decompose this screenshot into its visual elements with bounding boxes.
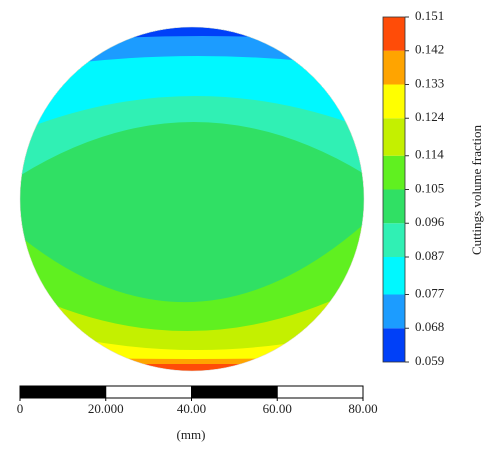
scale-tick-label: 0	[17, 401, 24, 416]
colorbar-tick-label: 0.105	[415, 180, 444, 195]
colorbar: 0.059 0.068 0.077 0.087 0.096 0.105 0.114 0.124…	[382, 8, 445, 368]
scale-segment	[19, 385, 107, 399]
colorbar-tick-label: 0.096	[415, 214, 445, 229]
scale-tick-label: 60.00	[263, 401, 292, 416]
scale-segment	[105, 385, 192, 399]
colorbar-tick-label: 0.124	[415, 109, 445, 124]
colorbar-tick-label: 0.077	[415, 285, 445, 300]
colorbar-band	[383, 328, 405, 362]
colorbar-tick-label: 0.068	[415, 319, 444, 334]
colorbar-tick-label: 0.151	[415, 8, 444, 23]
colorbar-band	[383, 84, 405, 119]
colorbar-band	[383, 294, 405, 329]
colorbar-band	[383, 17, 405, 51]
colorbar-band	[383, 189, 405, 224]
colorbar-band	[383, 118, 405, 156]
colorbar-tick-label: 0.059	[415, 353, 444, 368]
scale-unit: (mm)	[177, 427, 206, 442]
colorbar-label: Cuttings volume fraction	[469, 125, 484, 255]
contour-field	[20, 27, 364, 371]
colorbar-band	[383, 223, 405, 257]
colorbar-tick-label: 0.087	[415, 248, 445, 263]
colorbar-band	[383, 257, 405, 295]
colorbar-band	[383, 50, 405, 85]
scale-segment	[276, 385, 364, 399]
scale-tick-label: 80.00	[348, 401, 377, 416]
scale-tick-label: 20.000	[88, 401, 124, 416]
scale-tick-label: 40.00	[177, 401, 206, 416]
colorbar-tick-label: 0.142	[415, 42, 444, 57]
colorbar-tick-label: 0.114	[415, 147, 444, 162]
colorbar-tick-label: 0.133	[415, 75, 444, 90]
domain-outline	[19, 26, 365, 372]
scale-segment	[191, 385, 278, 399]
colorbar-band	[383, 155, 405, 190]
